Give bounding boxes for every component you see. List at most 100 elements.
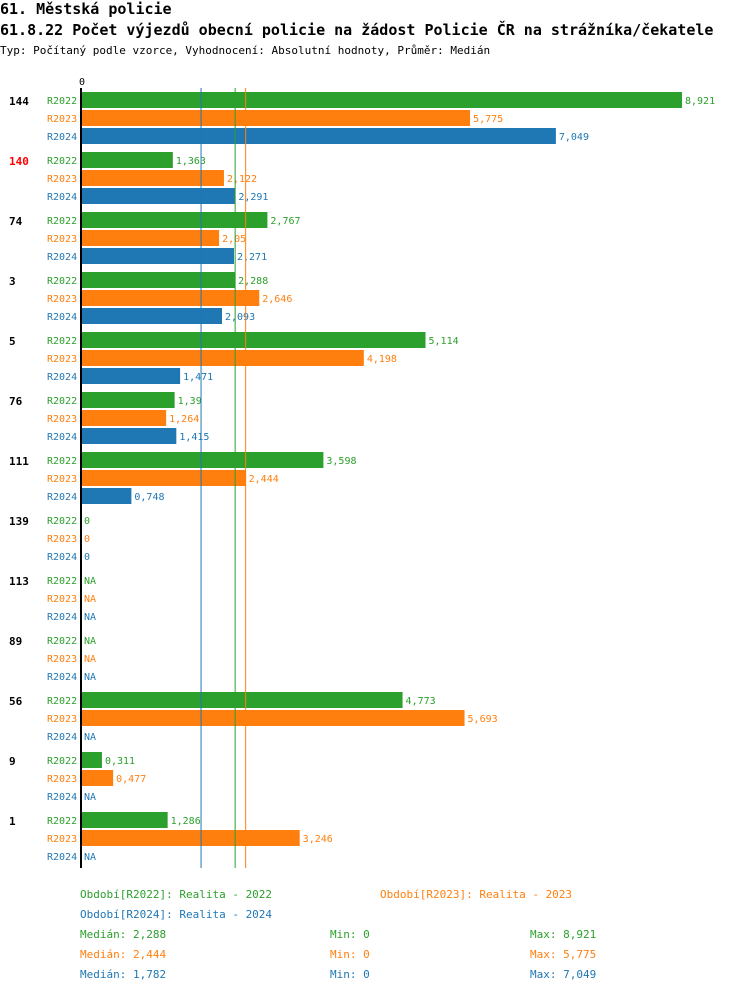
data-label: 2,444: [249, 474, 279, 485]
series-label: R2022: [47, 396, 77, 407]
series-label: R2022: [47, 336, 77, 347]
group-label: 113: [9, 575, 29, 588]
series-label: R2024: [47, 732, 77, 743]
legend-period-r2022: Období[R2022]: Realita - 2022: [80, 888, 273, 901]
stat-max-r2023: Max: 5,775: [530, 948, 597, 961]
data-label: NA: [84, 732, 96, 743]
bar: [81, 392, 175, 408]
data-label: 1,39: [178, 396, 202, 407]
bar: [81, 350, 364, 366]
stat-median-r2023: Medián: 2,444: [80, 948, 167, 961]
series-label: R2023: [47, 834, 77, 845]
series-label: R2023: [47, 654, 77, 665]
data-label: 0: [84, 534, 90, 545]
bar: [81, 488, 132, 504]
series-label: R2024: [47, 132, 77, 143]
data-label: 2,122: [227, 174, 257, 185]
series-label: R2024: [47, 372, 77, 383]
series-label: R2022: [47, 216, 77, 227]
data-label: 3,598: [326, 456, 356, 467]
series-label: R2022: [47, 576, 77, 587]
bar: [81, 248, 234, 264]
series-label: R2023: [47, 234, 77, 245]
data-label: NA: [84, 792, 96, 803]
bar: [81, 470, 246, 486]
bar: [81, 290, 260, 306]
series-label: R2023: [47, 414, 77, 425]
series-label: R2024: [47, 432, 77, 443]
series-label: R2024: [47, 792, 77, 803]
bar: [81, 830, 300, 846]
series-label: R2022: [47, 816, 77, 827]
data-label: 4,773: [406, 696, 436, 707]
stat-min-r2023: Min: 0: [330, 948, 370, 961]
group-label: 76: [9, 395, 23, 408]
data-label: 1,363: [176, 156, 206, 167]
axis-zero-label: 0: [79, 77, 85, 88]
data-label: 1,471: [183, 372, 213, 383]
data-label: 5,693: [468, 714, 498, 725]
bar: [81, 410, 167, 426]
bar-chart: 0 144 R2022 8,921 R2023 5,775 R2024 7,049 140 R20…: [9, 77, 715, 868]
bar: [81, 770, 114, 786]
series-label: R2022: [47, 756, 77, 767]
data-label: 5,114: [429, 336, 459, 347]
data-label: NA: [84, 636, 96, 647]
data-label: 2,291: [238, 192, 268, 203]
data-label: 8,921: [685, 96, 715, 107]
series-label: R2023: [47, 174, 77, 185]
data-label: 0,477: [116, 774, 146, 785]
stat-min-r2022: Min: 0: [330, 928, 370, 941]
legend-period-r2024: Období[R2024]: Realita - 2024: [80, 908, 273, 921]
series-label: R2023: [47, 774, 77, 785]
group-label: 3: [9, 275, 16, 288]
data-label: NA: [84, 672, 96, 683]
series-label: R2022: [47, 516, 77, 527]
data-label: 0,748: [134, 492, 164, 503]
series-label: R2024: [47, 552, 77, 563]
data-label: 2,646: [262, 294, 292, 305]
data-label: 2,767: [270, 216, 300, 227]
series-label: R2023: [47, 114, 77, 125]
bar: [81, 752, 102, 768]
series-label: R2024: [47, 312, 77, 323]
legend-period-r2023: Období[R2023]: Realita - 2023: [380, 888, 573, 901]
bar: [81, 212, 268, 228]
bar: [81, 710, 465, 726]
series-label: R2024: [47, 852, 77, 863]
bar: [81, 452, 324, 468]
data-label: 7,049: [559, 132, 589, 143]
group-label: 140: [9, 155, 29, 168]
bar: [81, 170, 224, 186]
series-label: R2024: [47, 492, 77, 503]
series-label: R2022: [47, 96, 77, 107]
data-label: 0: [84, 552, 90, 563]
data-label: 4,198: [367, 354, 397, 365]
stat-max-r2024: Max: 7,049: [530, 968, 597, 981]
bar: [81, 128, 556, 144]
data-label: 1,286: [171, 816, 201, 827]
data-label: 2,288: [238, 276, 268, 287]
series-label: R2023: [47, 354, 77, 365]
bar: [81, 308, 223, 324]
group-label: 89: [9, 635, 22, 648]
chart-meta: Typ: Počítaný podle vzorce, Vyhodnocení:…: [0, 44, 491, 57]
data-label: NA: [84, 654, 96, 665]
series-label: R2022: [47, 636, 77, 647]
data-label: 0: [84, 516, 90, 527]
series-label: R2023: [47, 294, 77, 305]
stat-max-r2022: Max: 8,921: [530, 928, 597, 941]
bar: [81, 368, 181, 384]
bar: [81, 92, 682, 108]
data-label: 1,264: [169, 414, 199, 425]
data-label: 2,093: [225, 312, 255, 323]
series-label: R2023: [47, 534, 77, 545]
group-label: 139: [9, 515, 29, 528]
chart-title: 61.8.22 Počet výjezdů obecní policie na …: [0, 21, 714, 39]
group-label: 5: [9, 335, 16, 348]
bar: [81, 188, 236, 204]
series-label: R2023: [47, 714, 77, 725]
data-label: 2,05: [222, 234, 246, 245]
series-label: R2023: [47, 594, 77, 605]
group-label: 74: [9, 215, 23, 228]
